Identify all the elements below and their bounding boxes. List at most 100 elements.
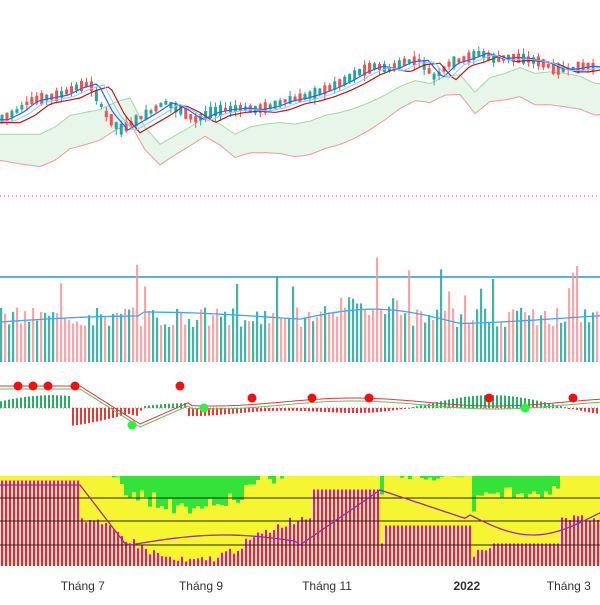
volume-bar — [380, 309, 382, 362]
bearish-crossover-marker — [248, 394, 257, 403]
macd-histogram-bar — [316, 408, 318, 412]
oscillator-yellow-segment — [248, 485, 252, 540]
oscillator-red-bar — [561, 518, 563, 566]
oscillator-yellow-segment — [120, 484, 124, 536]
oscillator-red-bar — [161, 556, 163, 566]
oscillator-yellow-segment — [564, 476, 568, 518]
macd-histogram-bar — [16, 398, 18, 408]
oscillator-yellow-segment — [116, 476, 120, 531]
oscillator-red-bar — [349, 490, 351, 567]
volume-bar — [0, 308, 2, 362]
oscillator-red-bar — [193, 559, 195, 566]
volume-bar — [336, 316, 338, 362]
volume-bar — [68, 320, 70, 362]
oscillator-green-segment — [208, 476, 212, 499]
volume-bar — [112, 314, 114, 362]
oscillator-green-segment — [540, 476, 544, 498]
volume-bar — [424, 322, 426, 362]
volume-bar — [188, 319, 190, 362]
oscillator-red-bar — [509, 544, 511, 567]
oscillator-yellow-segment — [440, 477, 444, 526]
candle-body — [150, 110, 153, 113]
oscillator-yellow-segment — [504, 488, 508, 544]
oscillator-green-segment — [120, 476, 124, 484]
candle-body — [299, 93, 302, 102]
macd-histogram-bar — [188, 408, 190, 416]
oscillator-red-bar — [217, 558, 219, 566]
volume-bar — [232, 308, 234, 362]
candle-body — [358, 69, 361, 75]
oscillator-red-bar — [53, 481, 55, 567]
oscillator-yellow-segment — [164, 509, 168, 557]
oscillator-yellow-segment — [300, 476, 304, 517]
candle-body — [547, 64, 550, 68]
oscillator-red-bar — [357, 490, 359, 567]
oscillator-red-bar — [65, 481, 67, 567]
volume-bar — [524, 312, 526, 362]
oscillator-red-bar — [241, 549, 243, 566]
oscillator-yellow-segment — [560, 476, 564, 518]
macd-histogram-bar — [192, 408, 194, 416]
oscillator-green-segment — [132, 476, 136, 492]
volume-bar — [388, 307, 390, 362]
oscillator-green-segment — [476, 476, 480, 496]
macd-histogram-bar — [280, 408, 282, 411]
macd-histogram-bar — [400, 408, 402, 409]
oscillator-yellow-segment — [28, 476, 32, 481]
volume-bar — [472, 320, 474, 362]
macd-histogram-bar — [76, 408, 78, 425]
oscillator-red-bar — [317, 490, 319, 567]
oscillator-red-bar — [505, 544, 507, 567]
oscillator-red-bar — [301, 517, 303, 566]
oscillator-red-bar — [473, 557, 475, 566]
oscillator-yellow-segment — [272, 484, 276, 530]
oscillator-green-segment — [148, 476, 152, 507]
oscillator-red-bar — [13, 481, 15, 567]
oscillator-red-bar — [413, 526, 415, 567]
oscillator-green-segment — [480, 476, 484, 496]
oscillator-red-bar — [345, 490, 347, 567]
oscillator-red-bar — [313, 490, 315, 567]
macd-histogram-bar — [332, 408, 334, 412]
volume-bar — [116, 313, 118, 362]
oscillator-green-segment — [176, 476, 180, 505]
volume-bar — [496, 326, 498, 362]
oscillator-yellow-segment — [236, 503, 240, 551]
volume-bar — [452, 308, 454, 362]
volume-bar — [240, 327, 242, 362]
oscillator-red-bar — [285, 527, 287, 566]
oscillator-yellow-segment — [480, 496, 484, 550]
oscillator-yellow-segment — [516, 494, 520, 543]
macd-histogram-bar — [52, 395, 54, 408]
volume-bar — [172, 325, 174, 362]
volume-bar — [52, 312, 54, 362]
oscillator-red-bar — [29, 481, 31, 567]
oscillator-yellow-segment — [360, 476, 364, 490]
oscillator-green-segment — [408, 476, 412, 479]
macd-histogram-bar — [308, 408, 310, 411]
candle-body — [383, 64, 386, 72]
candle-body — [20, 105, 23, 109]
candle-body — [428, 68, 431, 74]
oscillator-yellow-segment — [108, 476, 112, 525]
oscillator-red-bar — [393, 526, 395, 567]
oscillator-red-bar — [189, 559, 191, 566]
volume-bar — [320, 312, 322, 362]
oscillator-green-segment — [460, 476, 464, 477]
volume-bar — [540, 315, 542, 362]
macd-histogram-bar — [128, 408, 130, 414]
volume-bar — [420, 311, 422, 362]
macd-histogram-bar — [156, 405, 158, 408]
volume-bar — [352, 299, 354, 362]
x-axis-tick-label: Tháng 11 — [302, 579, 352, 593]
candle-body — [194, 116, 197, 122]
oscillator-red-bar — [469, 526, 471, 567]
oscillator-yellow-segment — [232, 500, 236, 554]
oscillator-red-bar — [441, 526, 443, 567]
macd-histogram-bar — [40, 395, 42, 408]
oscillator-green-segment — [520, 476, 524, 493]
macd-histogram-bar — [584, 408, 586, 411]
volume-bar — [256, 312, 258, 362]
oscillator-red-bar — [517, 544, 519, 567]
oscillator-red-bar — [9, 481, 11, 567]
